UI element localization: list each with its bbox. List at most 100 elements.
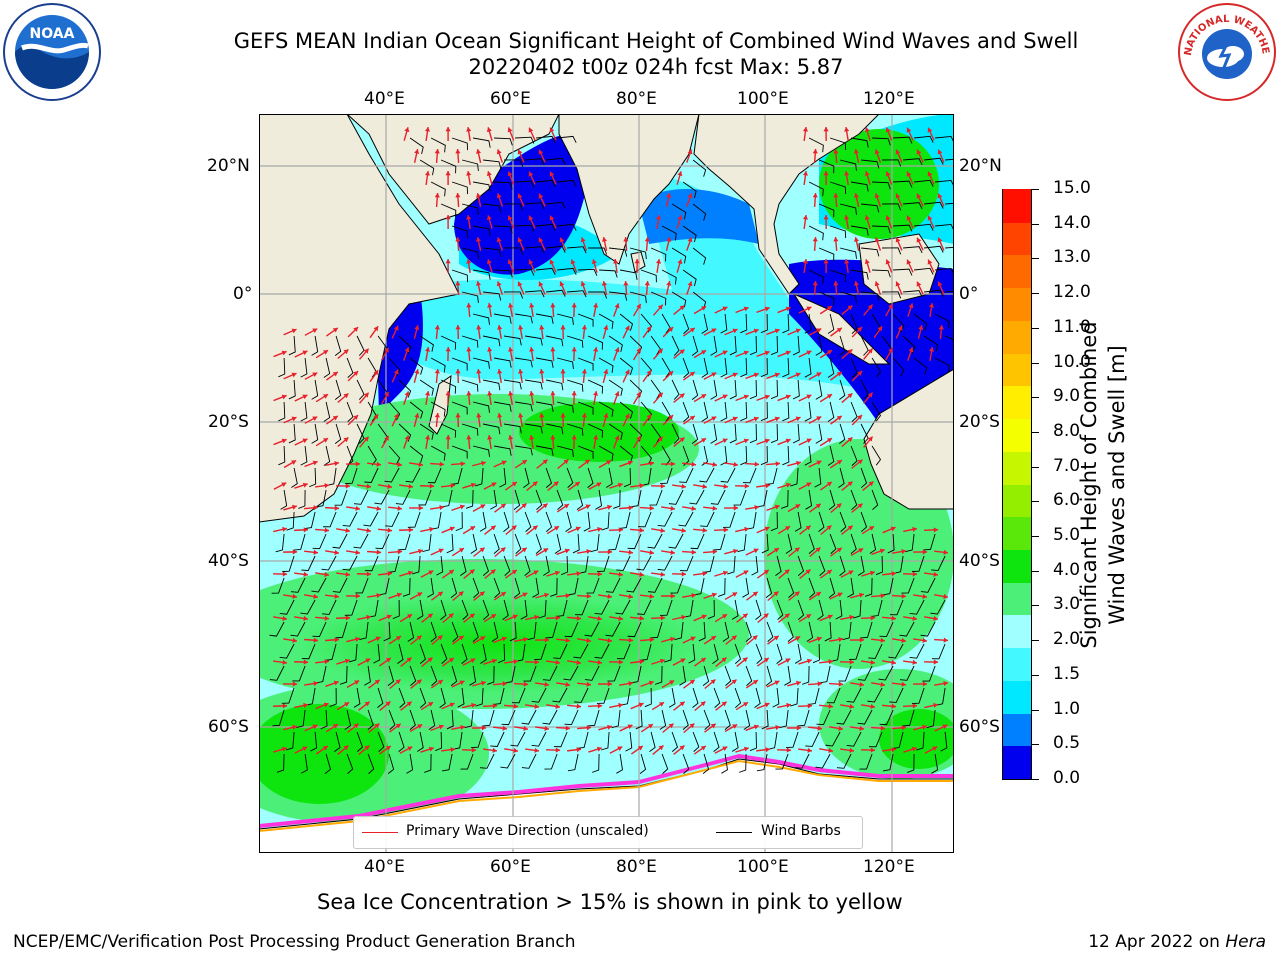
wave-direction-arrowhead [538, 237, 544, 243]
wind-barb [482, 335, 501, 347]
colorbar-tick-label: 0.5 [1053, 733, 1081, 754]
wind-barb [309, 467, 317, 488]
wind-barb [430, 181, 446, 197]
wind-barb [493, 533, 500, 554]
wind-barb [494, 269, 513, 278]
wind-barb [751, 555, 759, 576]
wind-barb [536, 401, 554, 412]
wind-barb [940, 731, 948, 752]
wave-high-zone-7 [259, 704, 389, 804]
colorbar-label-line-1: Significant Height of Combined [1077, 321, 1101, 649]
wave-direction-arrowhead [500, 503, 506, 509]
wind-barb [826, 687, 841, 704]
wind-barb [601, 731, 610, 751]
wind-barb [525, 335, 543, 346]
wave-direction-arrowhead [805, 525, 811, 531]
wave-direction-arrowhead [302, 394, 308, 400]
wave-direction-arrowhead [455, 413, 461, 418]
wind-barb [494, 401, 512, 412]
wave-direction-arrowhead [916, 237, 922, 243]
wave-direction-arrowhead [668, 371, 674, 376]
wave-direction-arrowhead [888, 347, 893, 353]
wind-barb [450, 577, 458, 598]
wave-direction-arrowhead [857, 459, 863, 465]
wave-direction-arrowhead [597, 526, 602, 532]
wave-direction-arrowhead [529, 347, 535, 352]
wave-direction-arrowhead [885, 171, 891, 177]
wave-direction-arrowhead [660, 483, 666, 489]
wave-direction-arrowhead [486, 127, 492, 133]
wind-barb [860, 511, 868, 532]
wind-barb [427, 577, 434, 598]
wave-direction-arrowhead [292, 681, 298, 687]
wind-barb [787, 621, 794, 642]
wind-barb [525, 290, 545, 298]
wave-direction-arrowhead [655, 259, 662, 264]
wave-direction-arrowhead [332, 415, 338, 421]
wave-direction-arrowhead [668, 327, 674, 332]
wind-barb [647, 533, 663, 549]
wind-barb [616, 643, 631, 660]
wave-direction-arrowhead [555, 659, 561, 665]
wave-direction-arrowhead [523, 725, 528, 732]
colorbar-segment [1003, 222, 1031, 256]
wind-barb [605, 577, 621, 593]
wave-direction-arrowhead [459, 680, 465, 686]
wave-direction-arrowhead [508, 391, 514, 396]
wave-direction-arrowhead [303, 659, 309, 665]
title-line-1: GEFS MEAN Indian Ocean Significant Heigh… [233, 29, 1079, 53]
wind-barb [311, 423, 319, 444]
wave-direction-arrowhead [937, 149, 943, 155]
wave-direction-arrowhead [794, 591, 800, 597]
wave-direction-arrowhead [323, 438, 329, 443]
wave-direction-arrowhead [323, 702, 329, 708]
wave-direction-arrowhead [775, 724, 780, 731]
wind-barb [619, 313, 634, 331]
wind-barb [786, 731, 799, 748]
wave-direction-arrowhead [475, 149, 482, 154]
wave-direction-arrowhead [624, 325, 630, 331]
wave-direction-arrowhead [475, 193, 482, 198]
wind-barb [428, 709, 436, 730]
wave-direction-arrowhead [880, 725, 886, 731]
lon-label-top-40e: 40°E [364, 89, 405, 109]
wave-direction-arrowhead [555, 615, 561, 621]
wind-barb [473, 181, 491, 192]
wind-barb [567, 577, 579, 596]
wave-direction-arrowhead [445, 391, 451, 396]
colorbar-tick-mark [1032, 189, 1039, 190]
wind-barb [772, 687, 780, 708]
wave-direction-arrowhead [764, 526, 770, 532]
wind-barb [552, 687, 568, 703]
wave-direction-arrowhead [466, 259, 472, 264]
wind-barb [931, 753, 939, 774]
wind-barb [279, 643, 295, 659]
wave-direction-arrowhead [833, 149, 839, 154]
wind-barb [346, 357, 354, 378]
wave-direction-arrowhead [826, 481, 832, 487]
wave-direction-arrowhead [691, 461, 697, 467]
wave-direction-arrowhead [353, 327, 359, 332]
wave-direction-arrowhead [722, 394, 728, 400]
wave-direction-arrowhead [732, 328, 738, 334]
wave-direction-arrowhead [455, 281, 461, 286]
wave-direction-arrowhead [827, 394, 833, 399]
wind-barb [311, 577, 327, 593]
wind-barb [674, 621, 684, 641]
colorbar-tick-mark [1032, 327, 1039, 329]
wave-direction-arrowhead [407, 614, 413, 619]
wave-direction-arrowhead [681, 483, 687, 489]
wave-direction-arrowhead [408, 483, 414, 489]
wind-barb [290, 577, 306, 593]
wind-barb [419, 643, 427, 664]
wind-barb [543, 555, 550, 576]
wave-direction-arrowhead [888, 303, 893, 309]
wave-direction-arrowhead [853, 193, 859, 198]
wave-direction-arrowhead [732, 592, 738, 597]
wind-barb [440, 599, 447, 620]
wave-direction-arrowhead [786, 702, 791, 708]
colorbar-tick-mark [1032, 605, 1039, 607]
wind-barb [545, 621, 558, 639]
wave-direction-arrowhead [833, 281, 839, 286]
wind-barb [848, 643, 862, 660]
